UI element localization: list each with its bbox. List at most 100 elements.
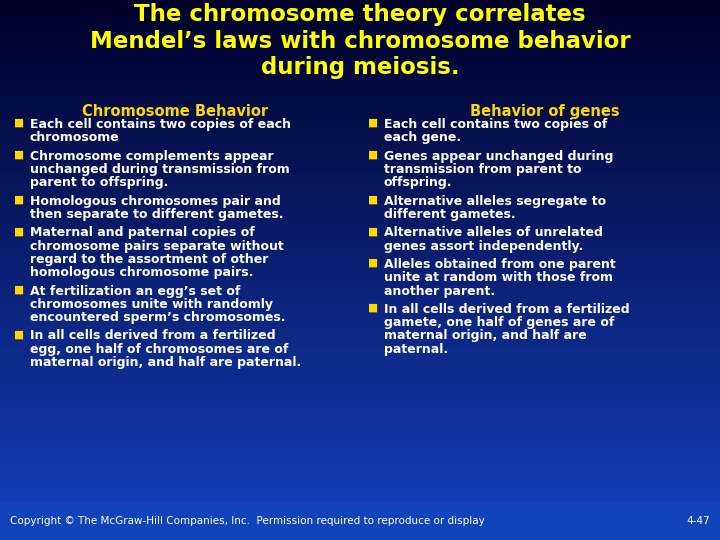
Bar <box>0 331 720 333</box>
Text: ■: ■ <box>14 329 24 340</box>
Text: homologous chromosome pairs.: homologous chromosome pairs. <box>30 266 253 279</box>
Bar <box>0 66 720 69</box>
Bar <box>0 129 720 131</box>
Bar <box>0 291 720 293</box>
Bar <box>0 103 720 105</box>
Bar <box>0 316 720 318</box>
Bar <box>0 398 720 400</box>
Bar <box>0 80 720 82</box>
Text: ■: ■ <box>368 150 378 160</box>
Bar <box>0 200 720 202</box>
Bar <box>0 95 720 97</box>
Bar <box>0 242 720 244</box>
Bar <box>0 30 720 32</box>
Bar <box>0 500 720 502</box>
Bar <box>0 384 720 387</box>
Bar <box>0 249 720 251</box>
Bar <box>0 208 720 211</box>
Bar <box>0 172 720 174</box>
Bar <box>0 473 720 475</box>
Bar <box>0 451 720 454</box>
Bar <box>0 446 720 448</box>
Bar <box>0 190 720 192</box>
Text: Homologous chromosomes pair and: Homologous chromosomes pair and <box>30 194 281 207</box>
Bar <box>0 495 720 497</box>
Bar <box>0 478 720 480</box>
Bar <box>0 204 720 206</box>
Bar <box>0 306 720 308</box>
Bar <box>0 173 720 176</box>
Bar <box>0 38 720 40</box>
Bar <box>0 167 720 169</box>
Bar <box>0 480 720 482</box>
Bar <box>0 271 720 273</box>
Bar <box>0 50 720 52</box>
Bar <box>0 348 720 350</box>
Bar <box>0 28 720 30</box>
Bar <box>0 147 720 149</box>
Bar <box>0 77 720 79</box>
Bar <box>0 436 720 438</box>
Bar <box>0 152 720 154</box>
Bar <box>0 123 720 125</box>
Text: then separate to different gametes.: then separate to different gametes. <box>30 208 284 221</box>
Bar <box>0 302 720 305</box>
Text: ■: ■ <box>14 150 24 160</box>
Bar <box>0 376 720 378</box>
Text: Behavior of genes: Behavior of genes <box>470 104 620 119</box>
Bar <box>0 341 720 343</box>
Bar <box>0 252 720 254</box>
Bar <box>0 11 720 14</box>
Text: ■: ■ <box>368 226 378 236</box>
Bar <box>0 46 720 49</box>
Bar <box>0 71 720 73</box>
Bar <box>0 62 720 64</box>
Bar <box>0 138 720 140</box>
Bar <box>0 333 720 335</box>
Text: ■: ■ <box>14 226 24 236</box>
Bar <box>0 313 720 315</box>
Bar <box>0 222 720 224</box>
Bar <box>0 232 720 234</box>
Text: Alleles obtained from one parent: Alleles obtained from one parent <box>384 258 616 271</box>
Text: parent to offspring.: parent to offspring. <box>30 176 168 190</box>
Bar <box>0 294 720 296</box>
Bar <box>0 463 720 465</box>
Bar <box>0 224 720 226</box>
Bar <box>0 455 720 457</box>
Bar <box>0 122 720 124</box>
Bar <box>0 6 720 8</box>
Bar <box>0 487 720 489</box>
Bar <box>0 319 720 321</box>
Bar <box>0 108 720 111</box>
Bar <box>0 118 720 120</box>
Bar <box>0 82 720 84</box>
Text: ■: ■ <box>368 303 378 313</box>
Bar <box>0 471 720 474</box>
Bar <box>0 267 720 269</box>
Bar <box>0 68 720 70</box>
Bar <box>0 65 720 67</box>
Bar <box>0 490 720 492</box>
Bar <box>0 386 720 388</box>
Bar <box>0 155 720 157</box>
Bar <box>0 239 720 241</box>
Bar <box>0 296 720 298</box>
Bar <box>0 197 720 199</box>
Bar <box>0 113 720 116</box>
Bar <box>0 424 720 427</box>
Bar <box>0 60 720 62</box>
Bar <box>0 235 720 238</box>
Bar <box>0 498 720 501</box>
Bar <box>0 244 720 246</box>
Bar <box>0 388 720 390</box>
Bar <box>0 86 720 89</box>
Bar <box>0 359 720 361</box>
Text: ■: ■ <box>14 194 24 205</box>
Bar <box>0 205 720 207</box>
Bar <box>0 58 720 60</box>
Bar <box>0 170 720 172</box>
Bar <box>0 212 720 214</box>
Bar <box>0 470 720 472</box>
Bar <box>0 373 720 375</box>
